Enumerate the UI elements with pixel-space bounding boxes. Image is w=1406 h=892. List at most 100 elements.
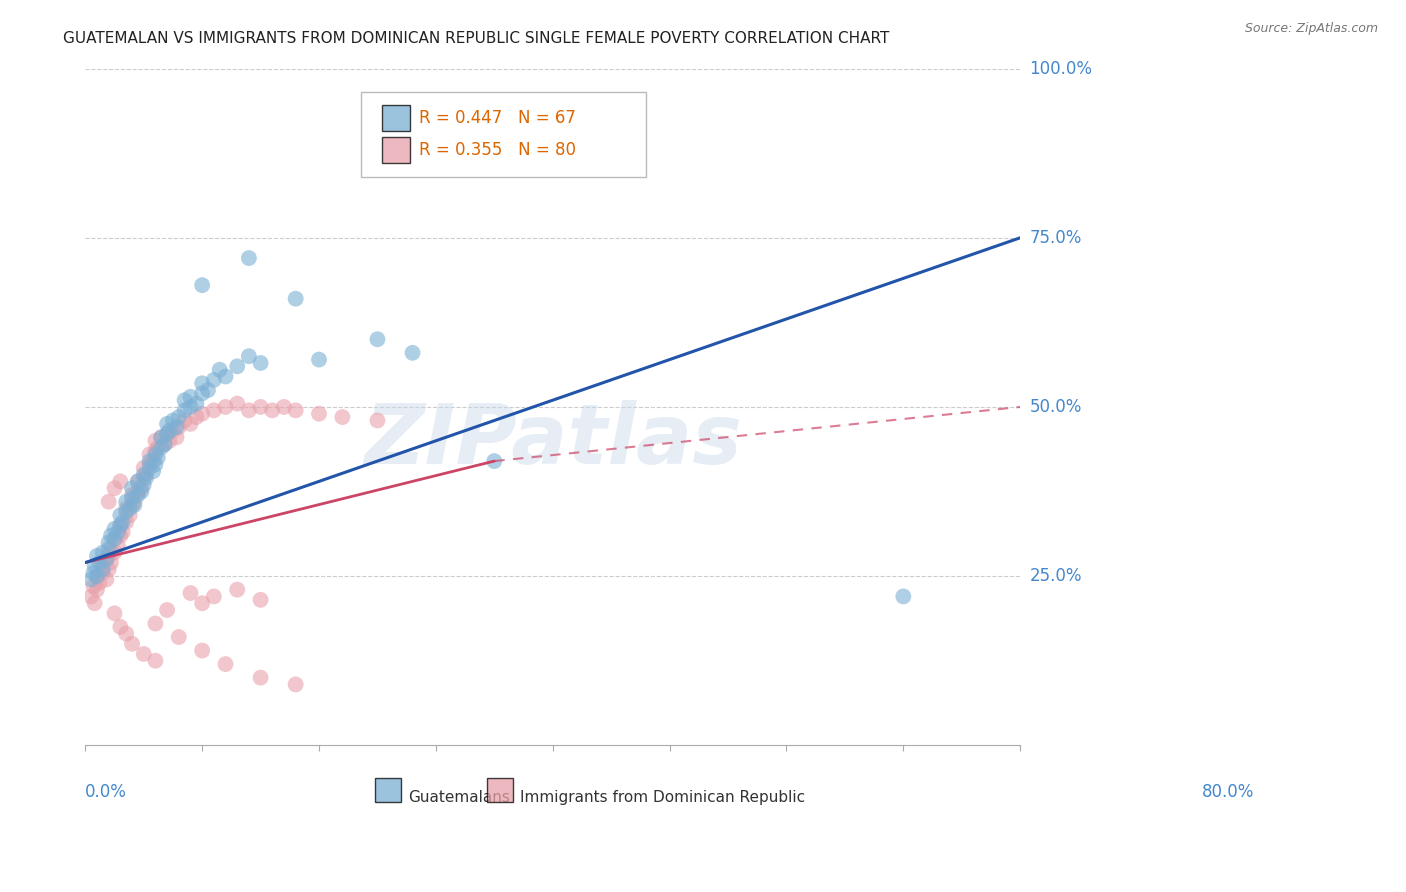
Point bbox=[138, 447, 160, 461]
Point bbox=[103, 481, 125, 495]
Point bbox=[142, 454, 165, 468]
Point bbox=[97, 562, 120, 576]
Point bbox=[83, 559, 105, 574]
Point bbox=[142, 464, 165, 478]
Point bbox=[150, 430, 173, 444]
Point bbox=[107, 539, 129, 553]
Point bbox=[110, 508, 132, 523]
Point bbox=[132, 477, 155, 491]
Point bbox=[208, 363, 231, 377]
Point bbox=[132, 471, 155, 485]
Point bbox=[89, 575, 111, 590]
Point bbox=[273, 400, 295, 414]
Point bbox=[249, 671, 271, 685]
Point bbox=[131, 484, 153, 499]
Point bbox=[202, 590, 225, 604]
Point bbox=[191, 278, 214, 293]
Point bbox=[150, 430, 173, 444]
Point bbox=[238, 403, 260, 417]
Point bbox=[156, 417, 179, 431]
Point bbox=[167, 630, 190, 644]
Point bbox=[145, 447, 167, 461]
Point bbox=[238, 349, 260, 363]
Point bbox=[150, 441, 173, 455]
Text: 50.0%: 50.0% bbox=[1029, 398, 1081, 416]
Point bbox=[186, 396, 208, 410]
Point bbox=[100, 542, 122, 557]
Point bbox=[124, 498, 146, 512]
Point bbox=[179, 400, 201, 414]
Point bbox=[191, 596, 214, 610]
Text: 75.0%: 75.0% bbox=[1029, 228, 1081, 247]
Point bbox=[86, 549, 108, 563]
Point bbox=[89, 556, 111, 570]
Point bbox=[186, 410, 208, 425]
Point bbox=[165, 430, 187, 444]
Point bbox=[110, 518, 132, 533]
FancyBboxPatch shape bbox=[381, 137, 409, 162]
Point bbox=[226, 396, 249, 410]
Text: 25.0%: 25.0% bbox=[1029, 567, 1083, 585]
Point bbox=[308, 352, 330, 367]
FancyBboxPatch shape bbox=[361, 92, 647, 177]
Point bbox=[146, 450, 169, 465]
Point bbox=[97, 494, 120, 508]
Point bbox=[97, 549, 120, 563]
Point bbox=[226, 359, 249, 374]
Point bbox=[202, 373, 225, 387]
Text: R = 0.355   N = 80: R = 0.355 N = 80 bbox=[419, 141, 576, 159]
Point bbox=[86, 582, 108, 597]
Point bbox=[110, 518, 132, 533]
Point bbox=[238, 251, 260, 265]
Point bbox=[173, 393, 195, 408]
Point bbox=[173, 413, 195, 427]
Point bbox=[249, 356, 271, 370]
Point bbox=[115, 515, 138, 529]
Point bbox=[308, 407, 330, 421]
Point bbox=[191, 386, 214, 401]
Point bbox=[103, 532, 125, 546]
Point bbox=[91, 545, 114, 559]
Point bbox=[145, 458, 167, 472]
Point bbox=[153, 437, 176, 451]
Point bbox=[173, 403, 195, 417]
Point bbox=[366, 332, 388, 346]
Point bbox=[167, 410, 190, 425]
Point bbox=[118, 508, 141, 523]
Text: 0.0%: 0.0% bbox=[86, 782, 127, 800]
Text: Guatemalans: Guatemalans bbox=[408, 790, 510, 805]
Point bbox=[118, 501, 141, 516]
Point bbox=[162, 424, 184, 438]
Point bbox=[121, 491, 143, 506]
Point bbox=[156, 603, 179, 617]
Point bbox=[165, 420, 187, 434]
Point bbox=[179, 417, 201, 431]
Point bbox=[249, 400, 271, 414]
Point bbox=[80, 573, 103, 587]
Text: GUATEMALAN VS IMMIGRANTS FROM DOMINICAN REPUBLIC SINGLE FEMALE POVERTY CORRELATI: GUATEMALAN VS IMMIGRANTS FROM DOMINICAN … bbox=[63, 31, 890, 46]
Point bbox=[115, 494, 138, 508]
Point bbox=[138, 454, 160, 468]
Point bbox=[91, 566, 114, 580]
Point bbox=[127, 488, 149, 502]
Point bbox=[127, 475, 149, 489]
Text: 100.0%: 100.0% bbox=[1029, 60, 1092, 78]
Point bbox=[284, 403, 307, 417]
Point bbox=[82, 566, 104, 580]
Point bbox=[145, 434, 167, 448]
Point bbox=[121, 637, 143, 651]
Point bbox=[145, 444, 167, 458]
Point bbox=[262, 403, 284, 417]
Point bbox=[249, 592, 271, 607]
Point bbox=[191, 376, 214, 391]
Text: Source: ZipAtlas.com: Source: ZipAtlas.com bbox=[1244, 22, 1378, 36]
Point bbox=[214, 369, 236, 384]
Point bbox=[146, 441, 169, 455]
FancyBboxPatch shape bbox=[375, 779, 401, 802]
Point bbox=[121, 481, 143, 495]
Text: ZIPatlas: ZIPatlas bbox=[364, 401, 742, 482]
Point bbox=[366, 413, 388, 427]
Point bbox=[96, 552, 118, 566]
Point bbox=[121, 498, 143, 512]
Point bbox=[138, 458, 160, 472]
